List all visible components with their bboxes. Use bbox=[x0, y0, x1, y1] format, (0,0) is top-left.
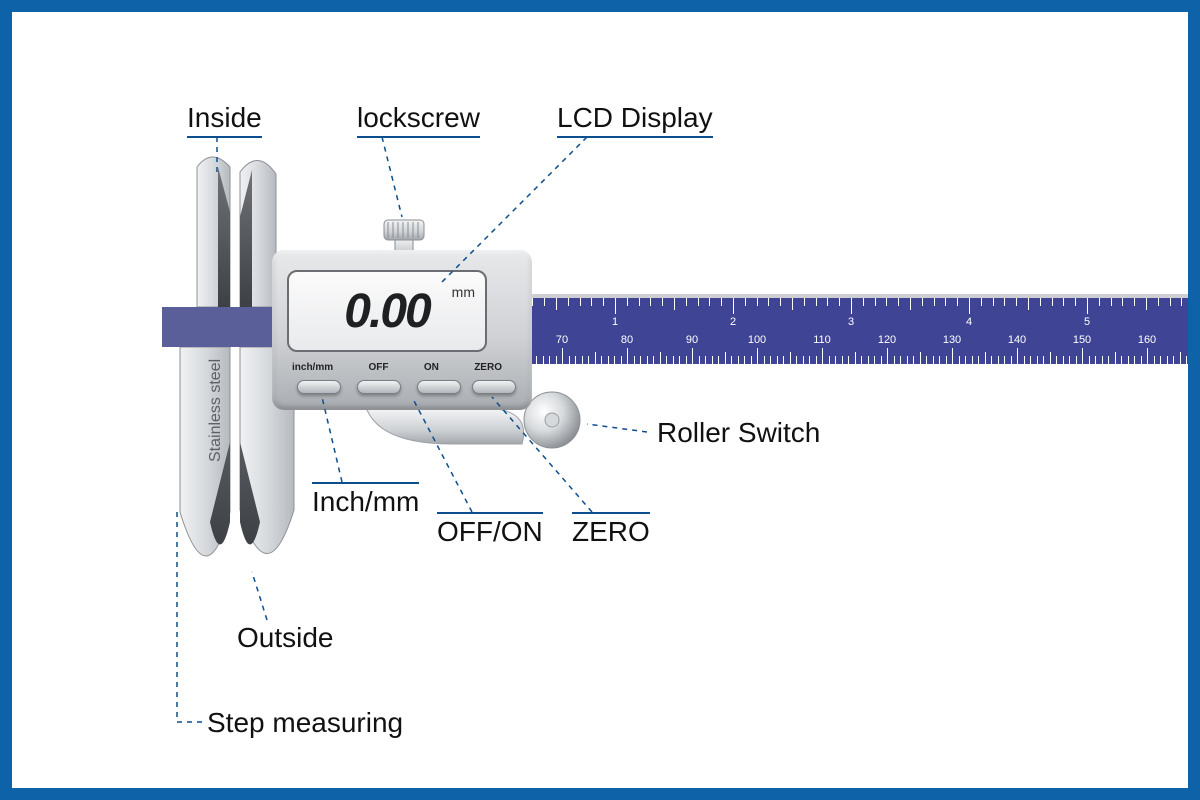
label-outside: Outside bbox=[237, 622, 334, 654]
off-on-button[interactable] bbox=[357, 380, 401, 394]
stainless-steel-text: Stainless steel bbox=[207, 359, 225, 462]
lcd-value: 0.00 bbox=[344, 284, 429, 339]
btn-label-zero: ZERO bbox=[474, 362, 502, 373]
on-button[interactable] bbox=[417, 380, 461, 394]
ruler: 0123456 708090100110120130140150160 bbox=[487, 294, 1200, 364]
label-step-measuring: Step measuring bbox=[207, 707, 403, 739]
label-off-on: OFF/ON bbox=[437, 512, 543, 548]
inch-mm-button[interactable] bbox=[297, 380, 341, 394]
diagram-frame: 0123456 708090100110120130140150160 0.00… bbox=[0, 0, 1200, 800]
label-lcd-display: LCD Display bbox=[557, 102, 713, 138]
thumb-rest bbox=[367, 408, 524, 444]
label-inside: Inside bbox=[187, 102, 262, 138]
stage: 0123456 708090100110120130140150160 0.00… bbox=[12, 12, 1188, 788]
jaw-band bbox=[162, 307, 282, 347]
label-inch-mm: Inch/mm bbox=[312, 482, 419, 518]
label-roller-switch: Roller Switch bbox=[657, 417, 820, 449]
button-label-row: inch/mm OFF ON ZERO bbox=[292, 362, 502, 373]
label-zero: ZERO bbox=[572, 512, 650, 548]
btn-label-on: ON bbox=[424, 362, 439, 373]
zero-button[interactable] bbox=[472, 380, 516, 394]
lcd-unit: mm bbox=[452, 284, 475, 300]
btn-label-off: OFF bbox=[368, 362, 388, 373]
lcd-screen: 0.00 mm bbox=[287, 270, 487, 352]
label-lockscrew: lockscrew bbox=[357, 102, 480, 138]
btn-label-inchmm: inch/mm bbox=[292, 362, 333, 373]
